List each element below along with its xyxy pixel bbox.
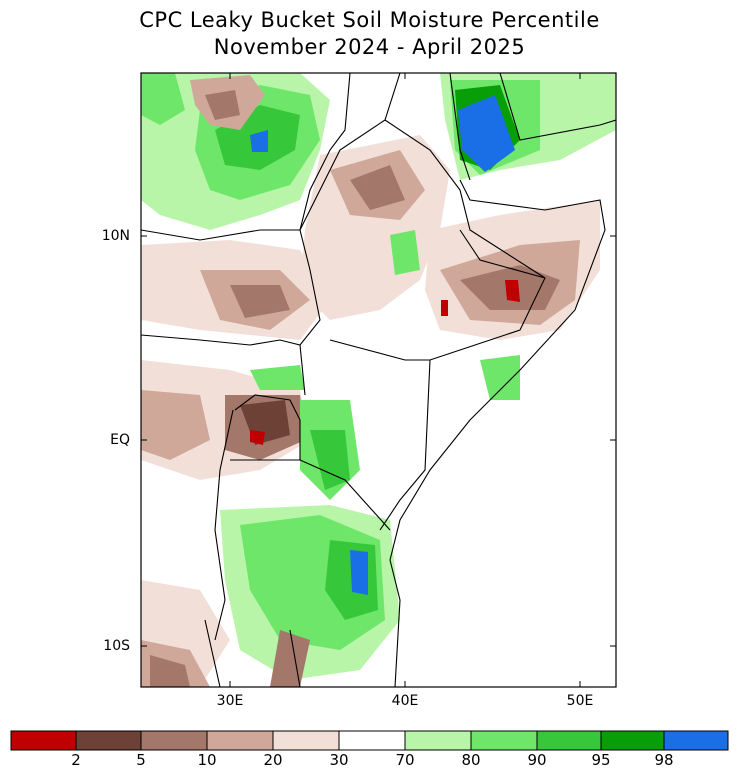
colorbar-label: 10 bbox=[197, 751, 217, 769]
lon-label-40e: 40E bbox=[391, 693, 419, 709]
colorbar-swatch-98-100 bbox=[663, 730, 729, 751]
colorbar-swatch-95-98 bbox=[600, 730, 665, 751]
map-subtitle: November 2024 - April 2025 bbox=[213, 35, 526, 59]
colorbar bbox=[10, 730, 729, 751]
colorbar-swatch-2-5 bbox=[75, 730, 142, 751]
country-boundaries bbox=[141, 73, 616, 687]
colorbar-label: 5 bbox=[136, 751, 146, 769]
colorbar-swatch-20-30 bbox=[272, 730, 340, 751]
percentile-field bbox=[141, 73, 616, 687]
colorbar-swatch-0-2 bbox=[10, 730, 77, 751]
colorbar-label: 90 bbox=[527, 751, 547, 769]
lat-label-10n: 10N bbox=[101, 228, 130, 244]
lat-label-eq: EQ bbox=[110, 432, 130, 448]
lat-label-10s: 10S bbox=[103, 638, 130, 654]
colorbar-label: 98 bbox=[654, 751, 674, 769]
colorbar-label: 20 bbox=[263, 751, 283, 769]
colorbar-swatch-5-10 bbox=[140, 730, 208, 751]
colorbar-label: 70 bbox=[395, 751, 415, 769]
map-title: CPC Leaky Bucket Soil Moisture Percentil… bbox=[139, 8, 600, 32]
colorbar-label: 2 bbox=[71, 751, 81, 769]
axis-ticks bbox=[141, 73, 616, 687]
colorbar-swatch-30-70 bbox=[338, 730, 406, 751]
map-frame bbox=[140, 72, 617, 688]
colorbar-swatch-90-95 bbox=[536, 730, 602, 751]
colorbar-swatch-80-90 bbox=[470, 730, 538, 751]
colorbar-swatch-10-20 bbox=[206, 730, 274, 751]
colorbar-label: 30 bbox=[329, 751, 349, 769]
colorbar-label: 95 bbox=[591, 751, 611, 769]
colorbar-label: 80 bbox=[461, 751, 481, 769]
colorbar-swatch-70-80 bbox=[404, 730, 472, 751]
lon-label-30e: 30E bbox=[216, 693, 244, 709]
lon-label-50e: 50E bbox=[566, 693, 594, 709]
